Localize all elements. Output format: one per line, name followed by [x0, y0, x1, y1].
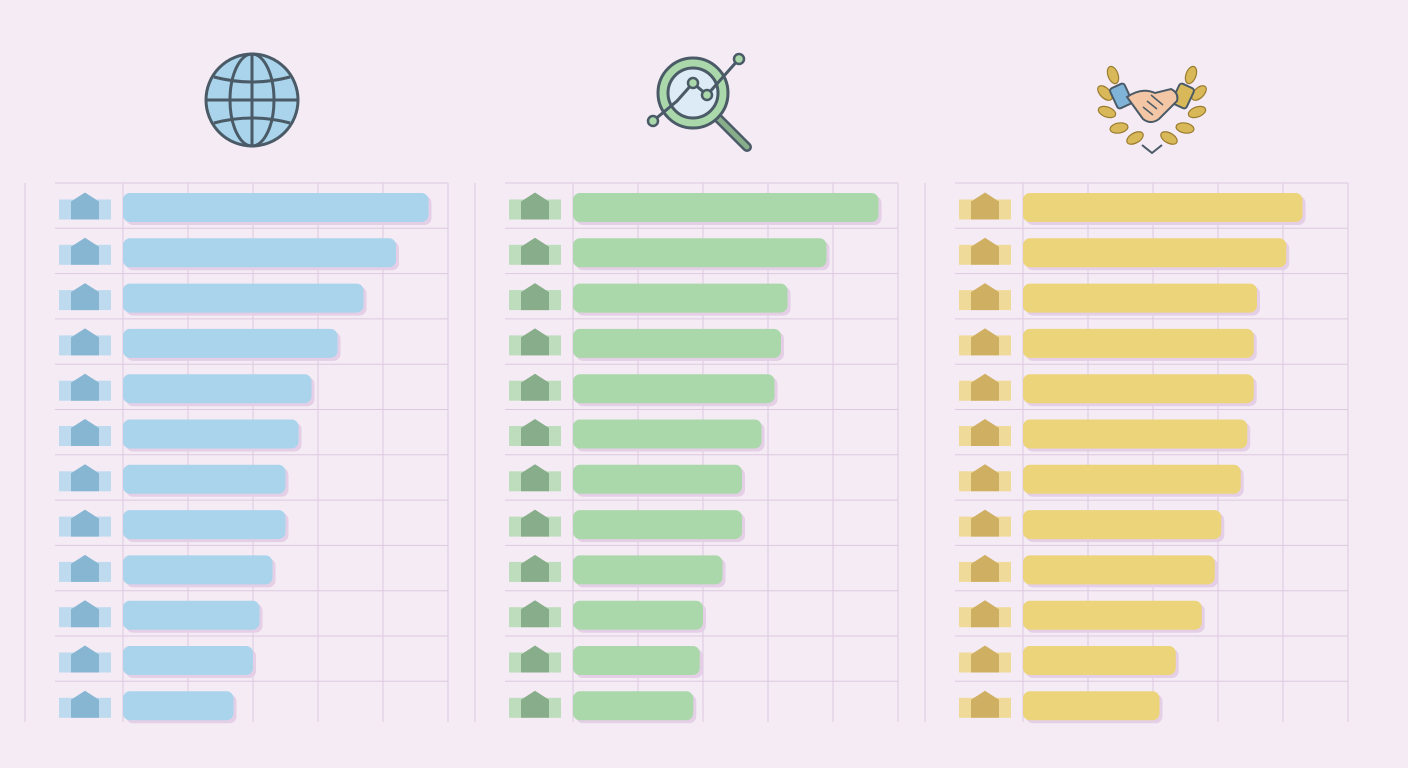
bar [1023, 600, 1202, 630]
bar [123, 374, 312, 404]
category-marker-icon [971, 645, 999, 673]
chart-panel-partnership [924, 0, 1405, 768]
bar [123, 328, 338, 358]
bar [573, 374, 775, 404]
bar [1023, 328, 1254, 358]
bar [1023, 646, 1176, 675]
category-marker-icon [71, 464, 99, 492]
bar [123, 691, 234, 721]
bar [573, 419, 762, 449]
category-marker-icon [521, 645, 549, 673]
category-marker-icon [71, 554, 99, 582]
category-marker-icon [971, 690, 999, 718]
bar-chart-partnership [924, 182, 1349, 724]
category-marker-icon [71, 237, 99, 265]
bar [573, 238, 827, 268]
category-marker-icon [971, 328, 999, 356]
category-marker-icon [971, 464, 999, 492]
category-marker-icon [521, 237, 549, 265]
category-marker-icon [71, 600, 99, 628]
bar [573, 646, 700, 675]
category-marker-icon [971, 192, 999, 220]
handshake-laurel-icon [1087, 35, 1217, 165]
bar [123, 646, 253, 675]
category-marker-icon [71, 419, 99, 446]
bar [123, 555, 273, 585]
category-marker-icon [971, 237, 999, 265]
category-marker-icon [521, 690, 549, 718]
globe-icon [187, 35, 317, 165]
bar [123, 238, 396, 268]
category-marker-icon [71, 283, 99, 311]
bar [573, 193, 879, 222]
bar [1023, 691, 1160, 721]
category-marker-icon [71, 509, 99, 537]
bar [573, 283, 788, 313]
magnifier-chart-icon [635, 35, 765, 165]
category-marker-icon [521, 328, 549, 356]
category-marker-icon [521, 600, 549, 628]
category-marker-icon [521, 373, 549, 401]
bar-chart-global [24, 182, 449, 724]
bar [123, 193, 429, 222]
bar [1023, 510, 1222, 540]
category-marker-icon [71, 373, 99, 401]
bar [573, 691, 694, 721]
bar [1023, 555, 1215, 585]
category-marker-icon [521, 464, 549, 492]
category-marker-icon [971, 554, 999, 582]
bar [1023, 238, 1287, 268]
category-marker-icon [71, 645, 99, 673]
bar [573, 555, 723, 585]
bar [1023, 283, 1257, 313]
bar [1023, 464, 1241, 494]
category-marker-icon [971, 600, 999, 628]
bar [573, 464, 742, 494]
category-marker-icon [521, 554, 549, 582]
chart-panel-analysis [474, 0, 955, 768]
bar [573, 328, 781, 358]
bar [1023, 193, 1303, 222]
bar [123, 600, 260, 630]
bar [123, 464, 286, 494]
bar [573, 600, 703, 630]
bar [573, 510, 742, 540]
category-marker-icon [71, 690, 99, 718]
bar [123, 419, 299, 449]
chart-panel-global [24, 0, 505, 768]
category-marker-icon [521, 509, 549, 537]
bar [123, 510, 286, 540]
category-marker-icon [71, 328, 99, 356]
category-marker-icon [521, 283, 549, 311]
bar [1023, 419, 1248, 449]
category-marker-icon [971, 509, 999, 537]
category-marker-icon [71, 192, 99, 220]
category-marker-icon [521, 419, 549, 446]
category-marker-icon [971, 419, 999, 446]
category-marker-icon [971, 283, 999, 311]
category-marker-icon [521, 192, 549, 220]
bar [123, 283, 364, 313]
bar-chart-analysis [474, 182, 899, 724]
category-marker-icon [971, 373, 999, 401]
bar [1023, 374, 1254, 404]
